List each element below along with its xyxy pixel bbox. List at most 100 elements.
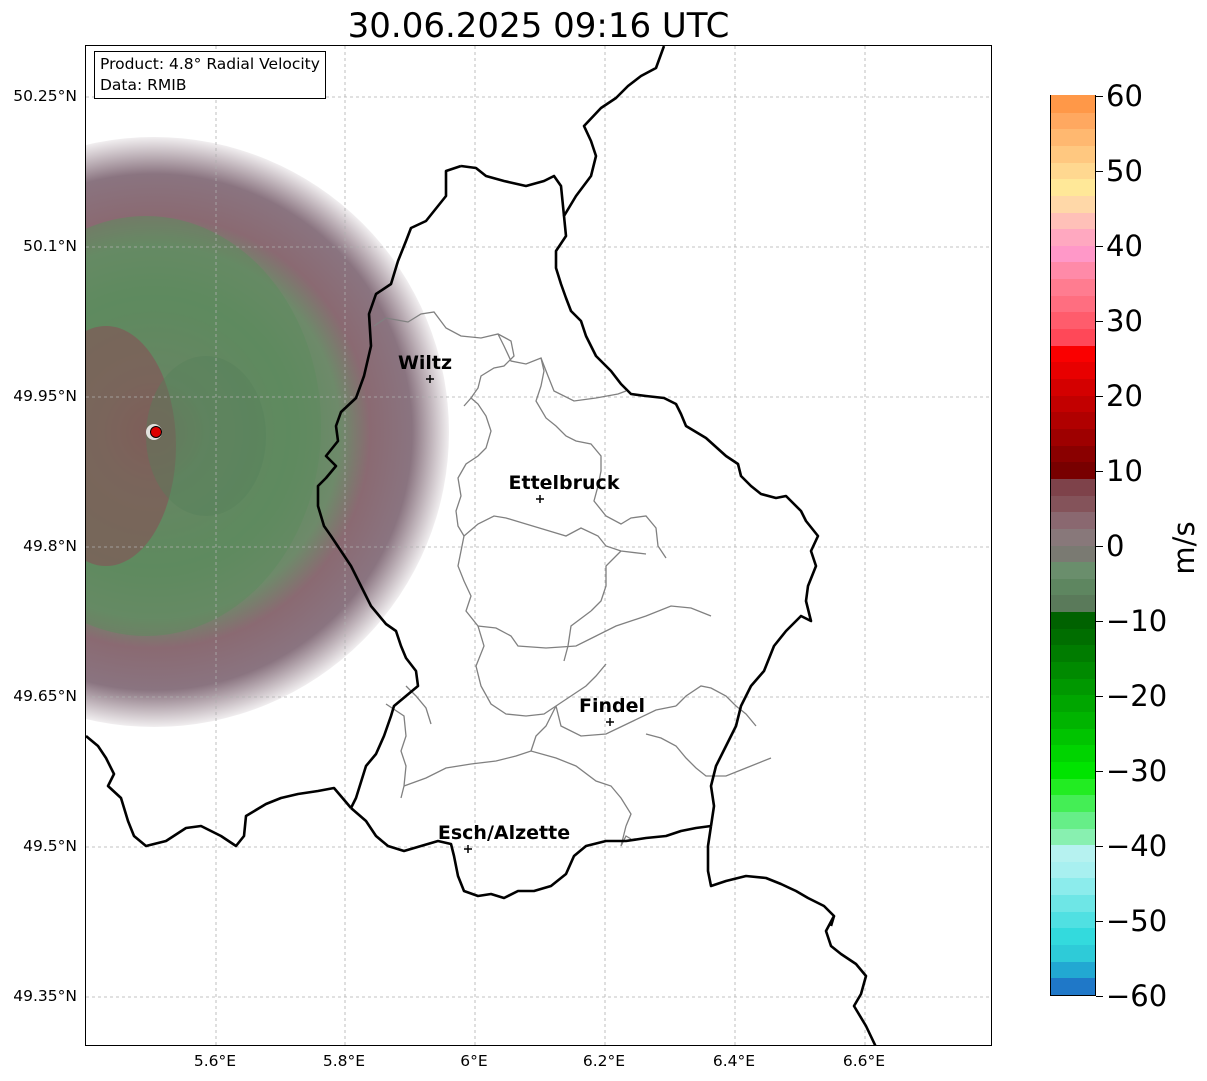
colorbar-segment xyxy=(1051,511,1095,529)
colorbar-tick-label: −30 xyxy=(1106,754,1168,788)
colorbar-segment xyxy=(1051,245,1095,263)
map-title: 30.06.2025 09:16 UTC xyxy=(347,6,730,46)
lon-label: 6°E xyxy=(460,1052,488,1070)
colorbar-segment xyxy=(1051,894,1095,912)
product-info-box: Product: 4.8° Radial Velocity Data: RMIB xyxy=(94,51,326,99)
colorbar-segment xyxy=(1051,678,1095,696)
lon-label: 6.6°E xyxy=(842,1052,886,1070)
colorbar-segment xyxy=(1051,594,1095,613)
colorbar-tick-label: −10 xyxy=(1106,604,1168,638)
colorbar-tick xyxy=(1096,321,1103,322)
lat-label: 49.65°N xyxy=(13,687,77,705)
colorbar-segment xyxy=(1051,578,1095,596)
colorbar-segment xyxy=(1051,744,1095,762)
lat-label: 49.8°N xyxy=(23,537,77,555)
colorbar-tick xyxy=(1096,696,1103,697)
colorbar-segment xyxy=(1051,611,1095,629)
colorbar-segment xyxy=(1051,395,1095,413)
gridlines xyxy=(86,46,991,1045)
colorbar-segment xyxy=(1051,661,1095,679)
city-label-esch-alzette: Esch/Alzette xyxy=(438,822,570,844)
colorbar-tick-label: −40 xyxy=(1106,829,1168,863)
colorbar-segment xyxy=(1051,711,1095,729)
city-label-ettelbruck: Ettelbruck xyxy=(509,472,620,494)
colorbar-tick-label: 50 xyxy=(1106,154,1143,188)
city-markers xyxy=(426,375,614,853)
data-source-label: Data: RMIB xyxy=(100,76,187,94)
colorbar-tick-label: −60 xyxy=(1106,979,1168,1013)
colorbar-tick-label: −50 xyxy=(1106,904,1168,938)
map-canvas: Wiltz Ettelbruck Findel Esch/Alzette xyxy=(86,46,991,1045)
colorbar-segment xyxy=(1051,311,1095,330)
radar-echo xyxy=(86,137,449,727)
colorbar-tick-label: 20 xyxy=(1106,379,1143,413)
colorbar-segment xyxy=(1051,95,1095,113)
colorbar-tick xyxy=(1096,96,1103,97)
colorbar-segment xyxy=(1051,728,1095,746)
colorbar-segment xyxy=(1051,827,1095,846)
colorbar-segment xyxy=(1051,694,1095,712)
lon-label: 5.6°E xyxy=(193,1052,237,1070)
colorbar-segment xyxy=(1051,228,1095,246)
colorbar-tick xyxy=(1096,246,1103,247)
colorbar-segment xyxy=(1051,794,1095,812)
colorbar-segment xyxy=(1051,428,1095,446)
lat-label: 50.1°N xyxy=(23,237,77,255)
colorbar-segment xyxy=(1051,944,1095,962)
colorbar-tick-label: 10 xyxy=(1106,454,1143,488)
lat-label: 49.95°N xyxy=(13,387,77,405)
colorbar-segment xyxy=(1051,278,1095,296)
colorbar-segment xyxy=(1051,461,1095,479)
lon-label: 6.4°E xyxy=(712,1052,756,1070)
colorbar-segment xyxy=(1051,778,1095,796)
colorbar-segment xyxy=(1051,628,1095,646)
colorbar-tick xyxy=(1096,396,1103,397)
lat-label: 49.35°N xyxy=(13,987,77,1005)
colorbar-tick xyxy=(1096,171,1103,172)
colorbar-tick xyxy=(1096,471,1103,472)
colorbar-unit-label: m/s xyxy=(1167,521,1201,575)
colorbar-segment xyxy=(1051,544,1095,563)
colorbar-segment xyxy=(1051,927,1095,946)
colorbar-segment xyxy=(1051,328,1095,346)
colorbar-tick-label: −20 xyxy=(1106,679,1168,713)
product-label: Product: 4.8° Radial Velocity xyxy=(100,55,320,73)
colorbar-segment xyxy=(1051,295,1095,313)
radar-site-marker xyxy=(146,424,162,440)
velocity-colorbar xyxy=(1050,95,1096,996)
colorbar-segment xyxy=(1051,877,1095,896)
colorbar-segment xyxy=(1051,644,1095,663)
colorbar-tick-label: 40 xyxy=(1106,229,1143,263)
national-borders xyxy=(86,46,877,1045)
colorbar-segment xyxy=(1051,977,1095,995)
colorbar-segment xyxy=(1051,261,1095,280)
canton-boundaries xyxy=(373,311,772,847)
colorbar-segment xyxy=(1051,411,1095,429)
colorbar-segment xyxy=(1051,178,1095,196)
colorbar-tick-label: 30 xyxy=(1106,304,1143,338)
colorbar-tick xyxy=(1096,921,1103,922)
colorbar-segment xyxy=(1051,361,1095,380)
colorbar-segment xyxy=(1051,211,1095,230)
colorbar-segment xyxy=(1051,494,1095,513)
colorbar-tick xyxy=(1096,846,1103,847)
colorbar-tick-label: 60 xyxy=(1106,79,1143,113)
colorbar-segment xyxy=(1051,145,1095,163)
colorbar-segment xyxy=(1051,811,1095,829)
colorbar-tick xyxy=(1096,621,1103,622)
colorbar-segment xyxy=(1051,961,1095,979)
colorbar-tick xyxy=(1096,996,1103,997)
colorbar-segment xyxy=(1051,195,1095,213)
colorbar-segment xyxy=(1051,378,1095,396)
colorbar-segment xyxy=(1051,112,1095,130)
colorbar-tick-label: 0 xyxy=(1106,529,1125,563)
colorbar-segment xyxy=(1051,911,1095,929)
colorbar-segment xyxy=(1051,128,1095,146)
colorbar-segment xyxy=(1051,844,1095,862)
map-frame: Wiltz Ettelbruck Findel Esch/Alzette xyxy=(85,45,992,1046)
lon-label: 6.2°E xyxy=(582,1052,626,1070)
lon-label: 5.8°E xyxy=(322,1052,366,1070)
colorbar-segment xyxy=(1051,861,1095,879)
colorbar-segment xyxy=(1051,445,1095,463)
colorbar-segment xyxy=(1051,162,1095,180)
